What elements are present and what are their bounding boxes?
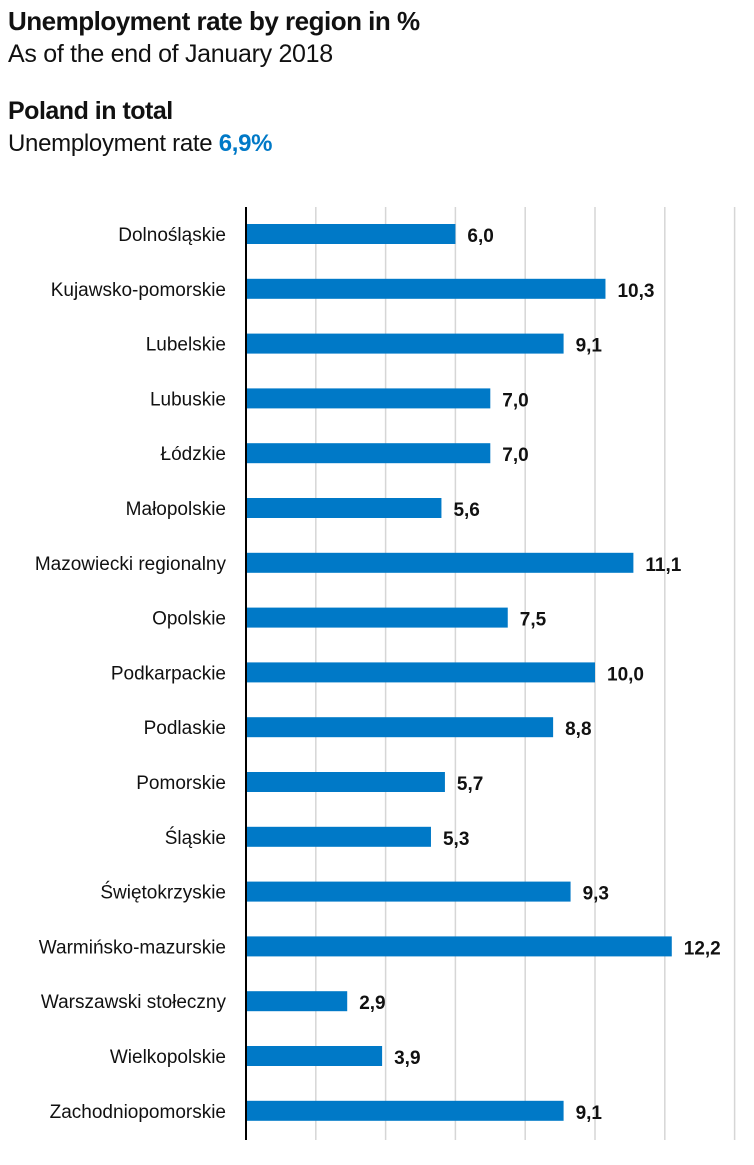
bar <box>246 991 348 1012</box>
category-label: Świętokrzyskie <box>100 882 226 904</box>
category-label: Mazowiecki regionalny <box>35 554 227 575</box>
bar <box>246 717 554 738</box>
bar <box>246 826 431 847</box>
value-label: 2,9 <box>359 993 385 1014</box>
value-label: 12,2 <box>684 938 721 959</box>
category-label: Śląskie <box>165 827 226 849</box>
bar <box>246 388 491 409</box>
bar <box>246 1100 564 1121</box>
value-label: 5,3 <box>443 829 469 850</box>
bar <box>246 224 456 244</box>
bar <box>246 662 595 683</box>
category-label: Zachodniopomorskie <box>50 1102 226 1123</box>
bar <box>246 936 672 957</box>
value-label: 9,1 <box>576 1103 603 1124</box>
bar <box>246 607 508 628</box>
value-label: 5,6 <box>453 500 479 521</box>
bar <box>246 772 445 792</box>
value-label: 10,3 <box>617 281 654 302</box>
value-label: 9,3 <box>583 884 609 905</box>
category-label: Warszawski stołeczny <box>41 992 227 1013</box>
bar <box>246 443 491 464</box>
value-label: 7,5 <box>520 610 547 631</box>
bar <box>246 498 442 518</box>
value-label: 9,1 <box>576 336 603 357</box>
value-label: 10,0 <box>607 664 644 685</box>
bar <box>246 278 606 299</box>
total-heading: Poland in total <box>8 97 173 125</box>
bar <box>246 552 634 573</box>
category-label: Lubelskie <box>146 335 226 356</box>
value-label: 5,7 <box>457 774 483 795</box>
bar <box>246 881 571 902</box>
chart-subtitle: As of the end of January 2018 <box>8 40 333 68</box>
category-label: Kujawsko-pomorskie <box>51 280 226 301</box>
value-label: 7,0 <box>502 390 528 411</box>
total-label: Unemployment rate <box>8 130 213 157</box>
bar <box>246 333 564 354</box>
category-label: Małopolskie <box>126 499 226 520</box>
category-label: Opolskie <box>152 609 226 630</box>
total-line: Unemployment rate 6,9% <box>8 130 273 158</box>
bar <box>246 1046 383 1066</box>
category-label: Dolnośląskie <box>118 225 226 246</box>
total-value: 6,9% <box>218 130 273 157</box>
category-label: Podkarpackie <box>111 663 226 684</box>
value-label: 8,8 <box>565 719 591 740</box>
category-label: Pomorskie <box>136 773 226 794</box>
value-label: 7,0 <box>502 445 528 466</box>
category-label: Warmińsko-mazurskie <box>39 937 226 958</box>
category-label: Lubuskie <box>150 389 226 410</box>
value-label: 3,9 <box>394 1048 420 1069</box>
chart-title: Unemployment rate by region in % <box>8 6 420 36</box>
value-label: 11,1 <box>645 555 681 576</box>
category-label: Podlaskie <box>144 718 226 739</box>
category-label: Łódzkie <box>161 444 227 465</box>
category-label: Wielkopolskie <box>110 1047 226 1068</box>
value-label: 6,0 <box>467 226 493 247</box>
